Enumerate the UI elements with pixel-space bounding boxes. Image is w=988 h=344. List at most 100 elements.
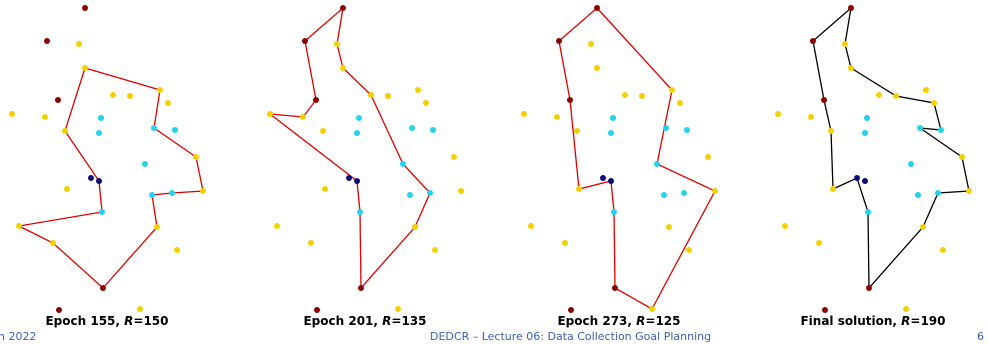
point bbox=[865, 209, 871, 215]
caption-suffix: =190 bbox=[910, 314, 945, 328]
caption-prefix: Epoch 155, bbox=[45, 314, 124, 328]
point bbox=[866, 285, 872, 291]
point bbox=[654, 161, 660, 167]
point bbox=[354, 178, 360, 184]
point bbox=[42, 114, 48, 120]
point bbox=[663, 125, 669, 131]
point bbox=[649, 306, 655, 312]
panel: Epoch 273, R=125 bbox=[521, 5, 718, 328]
point bbox=[677, 100, 683, 106]
point bbox=[55, 97, 61, 103]
point bbox=[608, 130, 614, 136]
tour bbox=[558, 7, 716, 310]
point bbox=[96, 130, 102, 136]
point bbox=[574, 128, 580, 134]
point bbox=[568, 307, 574, 313]
point bbox=[864, 115, 870, 121]
point bbox=[62, 128, 68, 134]
point bbox=[200, 188, 206, 194]
point bbox=[876, 92, 882, 98]
caption-suffix: =150 bbox=[133, 314, 168, 328]
caption-symbol: R bbox=[124, 314, 133, 328]
point bbox=[923, 87, 929, 93]
point bbox=[423, 100, 429, 106]
point bbox=[931, 100, 937, 106]
point bbox=[407, 192, 413, 198]
caption-suffix: =135 bbox=[391, 314, 426, 328]
point bbox=[340, 5, 346, 11]
footer-right: 6 bbox=[977, 330, 984, 343]
point bbox=[822, 307, 828, 313]
point bbox=[274, 223, 280, 229]
point bbox=[400, 161, 406, 167]
point bbox=[816, 240, 822, 246]
point bbox=[567, 97, 573, 103]
point bbox=[82, 5, 88, 11]
point bbox=[915, 192, 921, 198]
point bbox=[451, 154, 457, 160]
point bbox=[88, 175, 94, 181]
point bbox=[661, 192, 667, 198]
point bbox=[267, 111, 273, 117]
point bbox=[684, 127, 690, 133]
point bbox=[300, 114, 306, 120]
point bbox=[44, 38, 50, 44]
point bbox=[415, 87, 421, 93]
caption-symbol: R bbox=[382, 314, 391, 328]
point bbox=[193, 154, 199, 160]
point bbox=[320, 128, 326, 134]
point bbox=[808, 114, 814, 120]
point bbox=[594, 5, 600, 11]
point bbox=[82, 65, 88, 71]
point bbox=[458, 188, 464, 194]
point bbox=[76, 41, 82, 47]
point bbox=[681, 190, 687, 196]
point bbox=[357, 209, 363, 215]
point bbox=[810, 38, 816, 44]
point bbox=[334, 41, 340, 47]
point bbox=[98, 115, 104, 121]
point bbox=[174, 247, 180, 253]
point bbox=[848, 65, 854, 71]
point bbox=[354, 130, 360, 136]
point bbox=[110, 92, 116, 98]
point bbox=[64, 186, 70, 192]
point bbox=[358, 285, 364, 291]
point bbox=[862, 130, 868, 136]
caption: Epoch 201, R=135 bbox=[303, 314, 426, 328]
panel: Final solution, R=190 bbox=[775, 5, 972, 328]
point bbox=[917, 125, 923, 131]
point bbox=[127, 93, 133, 99]
point bbox=[775, 111, 781, 117]
point bbox=[154, 224, 160, 230]
point bbox=[666, 224, 672, 230]
point bbox=[9, 111, 15, 117]
point bbox=[828, 128, 834, 134]
caption-symbol: R bbox=[901, 314, 910, 328]
point bbox=[608, 178, 614, 184]
point bbox=[169, 190, 175, 196]
caption-symbol: R bbox=[636, 314, 645, 328]
point bbox=[782, 223, 788, 229]
point bbox=[142, 161, 148, 167]
point bbox=[940, 247, 946, 253]
point bbox=[862, 178, 868, 184]
point bbox=[430, 127, 436, 133]
point bbox=[313, 97, 319, 103]
point bbox=[165, 100, 171, 106]
caption-suffix: =125 bbox=[645, 314, 680, 328]
point bbox=[959, 154, 965, 160]
point bbox=[821, 97, 827, 103]
point bbox=[562, 240, 568, 246]
point bbox=[556, 38, 562, 44]
caption-prefix: Epoch 273, bbox=[557, 314, 636, 328]
point bbox=[151, 125, 157, 131]
point bbox=[612, 285, 618, 291]
point bbox=[903, 306, 909, 312]
point bbox=[16, 223, 22, 229]
point bbox=[56, 307, 62, 313]
point bbox=[346, 175, 352, 181]
panel: Epoch 201, R=135 bbox=[267, 5, 464, 328]
point bbox=[611, 209, 617, 215]
